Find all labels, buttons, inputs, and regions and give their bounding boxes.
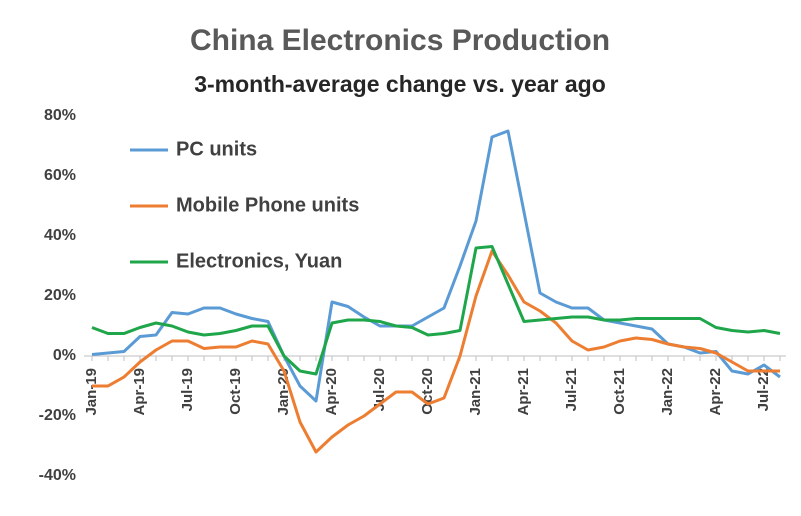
x-tick-label: Jul-22	[755, 368, 772, 411]
x-tick-label: Oct-20	[419, 368, 436, 415]
x-tick-label: Apr-19	[131, 368, 148, 416]
x-tick-label: Apr-20	[323, 368, 340, 416]
legend-label: Mobile Phone units	[176, 194, 359, 216]
chart-title: China Electronics Production	[190, 24, 610, 57]
x-tick-label: Oct-19	[227, 368, 244, 415]
x-tick-label: Oct-21	[611, 368, 628, 415]
y-tick-label: 80%	[44, 107, 76, 124]
y-tick-label: -20%	[39, 407, 76, 424]
series-line	[91, 245, 781, 376]
x-tick-label: Jul-19	[179, 368, 196, 411]
x-tick-label: Jul-21	[563, 368, 580, 411]
y-tick-label: 40%	[44, 227, 76, 244]
x-tick-label: Apr-21	[515, 368, 532, 416]
legend-label: Electronics, Yuan	[176, 250, 342, 272]
series-line	[91, 129, 781, 403]
y-tick-label: 0%	[53, 347, 76, 364]
x-tick-label: Jan-21	[467, 368, 484, 416]
legend-label: PC units	[176, 138, 257, 160]
x-tick-label: Jan-22	[659, 368, 676, 416]
y-tick-label: 20%	[44, 287, 76, 304]
x-tick-label: Apr-22	[707, 368, 724, 416]
series-line	[92, 249, 780, 454]
x-tick-label: Jan-19	[83, 368, 100, 416]
chart-subtitle: 3-month-average change vs. year ago	[194, 71, 606, 97]
y-tick-label: -40%	[39, 467, 76, 484]
y-tick-label: 60%	[44, 167, 76, 184]
